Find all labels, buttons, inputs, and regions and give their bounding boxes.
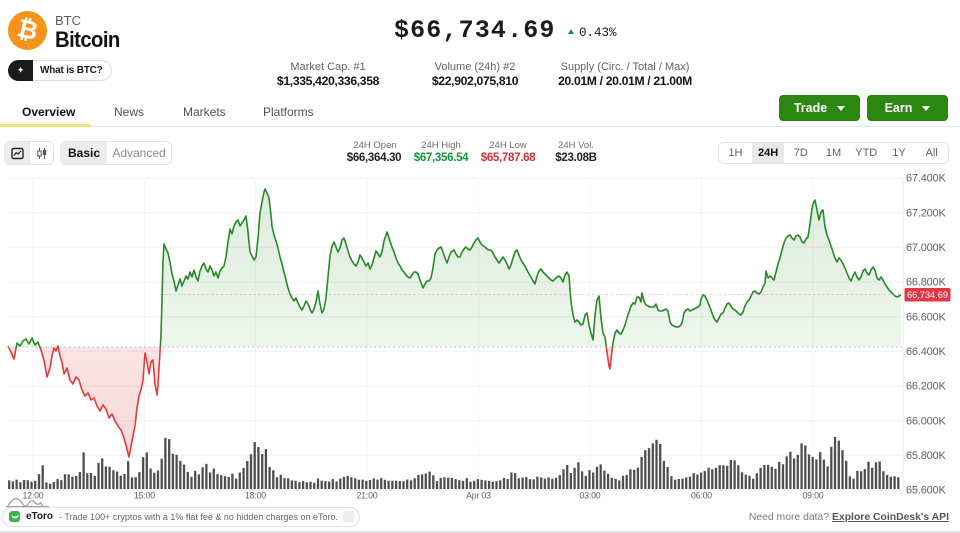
svg-text:09:00: 09:00 — [802, 491, 823, 501]
svg-text:66.800K: 66.800K — [906, 277, 946, 289]
svg-text:65.800K: 65.800K — [906, 450, 946, 462]
svg-text:66.200K: 66.200K — [906, 381, 946, 393]
svg-text:18:00: 18:00 — [245, 491, 266, 501]
svg-text:Apr 03: Apr 03 — [466, 491, 491, 501]
svg-text:66.600K: 66.600K — [906, 311, 946, 323]
svg-text:66,734.69: 66,734.69 — [907, 290, 948, 300]
svg-text:06:00: 06:00 — [691, 491, 712, 501]
svg-text:67.000K: 67.000K — [906, 242, 946, 254]
svg-text:65.600K: 65.600K — [906, 485, 946, 497]
svg-text:66.000K: 66.000K — [906, 415, 946, 427]
svg-text:12:00: 12:00 — [22, 491, 43, 501]
svg-text:66.400K: 66.400K — [906, 346, 946, 358]
svg-text:21:00: 21:00 — [356, 491, 377, 501]
svg-text:15:00: 15:00 — [134, 491, 155, 501]
svg-text:67.400K: 67.400K — [906, 173, 946, 185]
svg-text:67.200K: 67.200K — [906, 207, 946, 219]
svg-text:03:00: 03:00 — [579, 491, 600, 501]
